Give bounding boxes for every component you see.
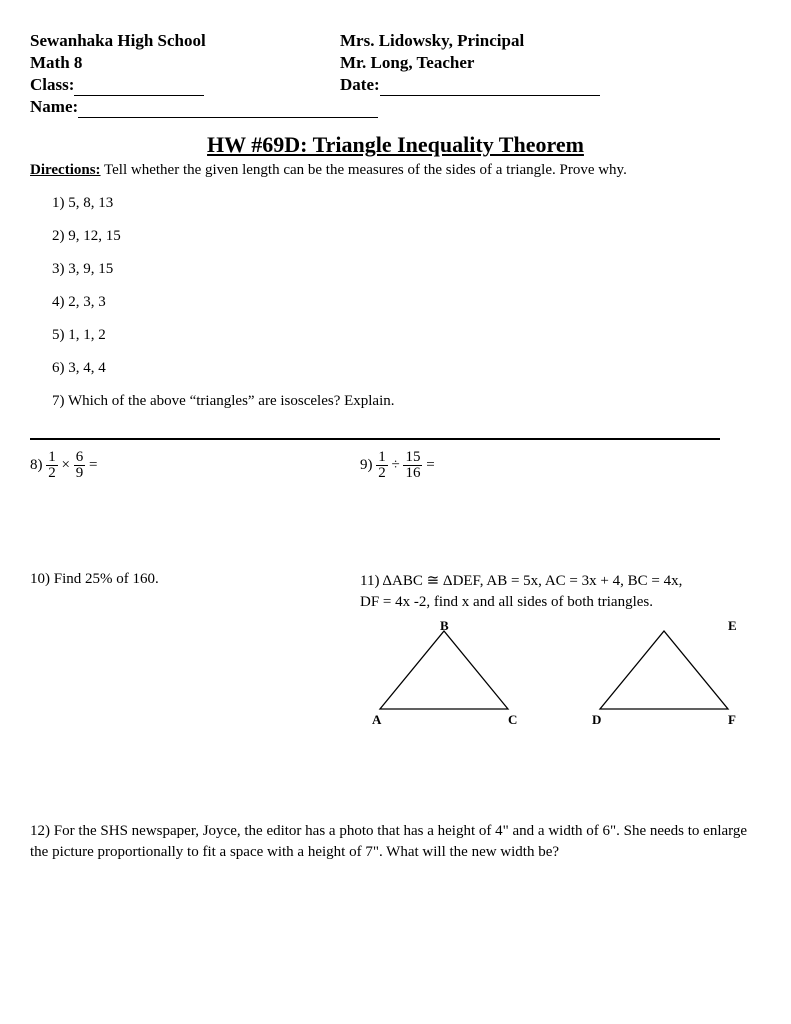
question-10: 10) Find 25% of 160. <box>30 571 360 731</box>
directions: Directions: Tell whether the given lengt… <box>30 162 761 179</box>
row-q10-q11: 10) Find 25% of 160. 11) ΔABC ≅ ΔDEF, AB… <box>30 571 761 731</box>
q9-eq: = <box>426 457 434 473</box>
triangle-abc-svg <box>360 621 530 721</box>
question-1: 1) 5, 8, 13 <box>52 195 761 212</box>
date-blank <box>380 95 600 96</box>
school-name: Sewanhaka High School <box>30 30 340 52</box>
name-blank <box>78 117 378 118</box>
header-row-3: Class: Date: <box>30 74 761 96</box>
section-divider <box>30 438 720 440</box>
question-11: 11) ΔABC ≅ ΔDEF, AB = 5x, AC = 3x + 4, B… <box>360 571 791 731</box>
label-e: E <box>728 617 737 635</box>
question-7: 7) Which of the above “triangles” are is… <box>52 393 761 410</box>
name-label: Name: <box>30 97 78 116</box>
q9-op: ÷ <box>392 457 400 473</box>
triangle-def-svg <box>580 621 750 721</box>
q8-number: 8) <box>30 457 43 473</box>
class-field: Class: <box>30 74 340 96</box>
triangle-def: E D F <box>580 621 760 731</box>
class-label: Class: <box>30 75 74 94</box>
question-4: 4) 2, 3, 3 <box>52 294 761 311</box>
triangle-abc-shape <box>380 631 508 709</box>
directions-label: Directions: <box>30 162 101 178</box>
label-d: D <box>592 711 601 729</box>
header-row-1: Sewanhaka High School Mrs. Lidowsky, Pri… <box>30 30 761 52</box>
question-2: 2) 9, 12, 15 <box>52 228 761 245</box>
q9-number: 9) <box>360 457 373 473</box>
teacher: Mr. Long, Teacher <box>340 52 761 74</box>
q8-frac2: 69 <box>74 450 86 481</box>
question-9: 9) 12 ÷ 1516 = <box>360 450 761 481</box>
q8-frac1: 12 <box>46 450 58 481</box>
principal: Mrs. Lidowsky, Principal <box>340 30 761 52</box>
name-field: Name: <box>30 96 378 118</box>
directions-text: Tell whether the given length can be the… <box>101 162 627 178</box>
row-q8-q9: 8) 12 × 69 = 9) 12 ÷ 1516 = <box>30 450 761 481</box>
label-a: A <box>372 711 381 729</box>
label-b: B <box>440 617 449 635</box>
date-label: Date: <box>340 75 380 94</box>
q9-frac1: 12 <box>376 450 388 481</box>
q8-eq: = <box>89 457 97 473</box>
question-12: 12) For the SHS newspaper, Joyce, the ed… <box>30 821 761 862</box>
question-8: 8) 12 × 69 = <box>30 450 360 481</box>
title-wrap: HW #69D: Triangle Inequality Theorem <box>30 132 761 158</box>
q8-op: × <box>62 457 70 473</box>
worksheet-title: HW #69D: Triangle Inequality Theorem <box>207 132 584 158</box>
question-3: 3) 3, 9, 15 <box>52 261 761 278</box>
q11-line1: 11) ΔABC ≅ ΔDEF, AB = 5x, AC = 3x + 4, B… <box>360 571 791 592</box>
q11-line2: DF = 4x -2, find x and all sides of both… <box>360 592 791 613</box>
triangle-def-shape <box>600 631 728 709</box>
label-f: F <box>728 711 736 729</box>
date-field: Date: <box>340 74 761 96</box>
triangle-abc: B A C <box>360 621 540 731</box>
triangle-row: B A C E D F <box>360 621 791 731</box>
header-row-4: Name: <box>30 96 761 118</box>
label-c: C <box>508 711 517 729</box>
header-row-2: Math 8 Mr. Long, Teacher <box>30 52 761 74</box>
worksheet-page: Sewanhaka High School Mrs. Lidowsky, Pri… <box>0 0 791 1024</box>
course: Math 8 <box>30 52 340 74</box>
question-list: 1) 5, 8, 13 2) 9, 12, 15 3) 3, 9, 15 4) … <box>30 195 761 410</box>
q9-frac2: 1516 <box>403 450 422 481</box>
question-6: 6) 3, 4, 4 <box>52 360 761 377</box>
question-5: 5) 1, 1, 2 <box>52 327 761 344</box>
